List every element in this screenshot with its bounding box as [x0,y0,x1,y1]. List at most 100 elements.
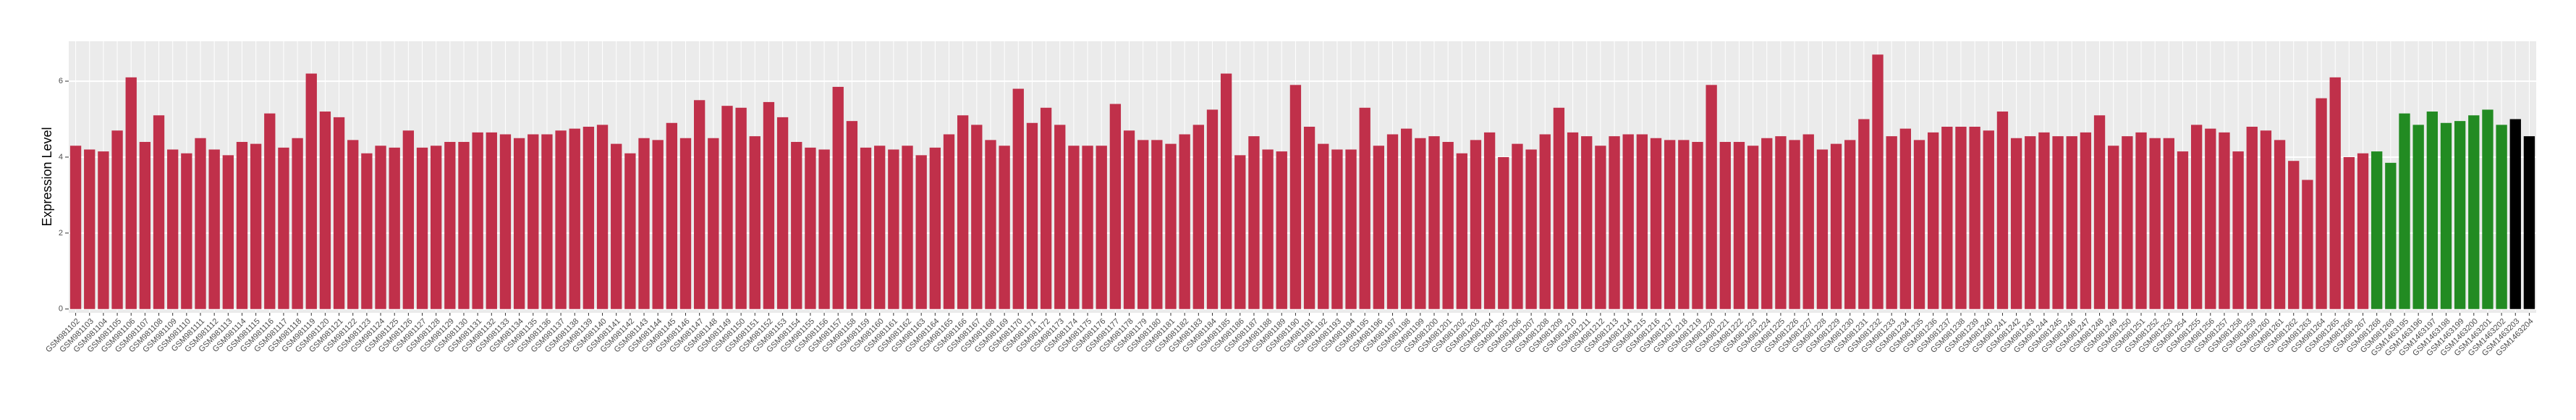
bar [1331,149,1343,309]
bar [1456,153,1467,309]
y-axis-title: Expression Level [40,127,54,226]
bar [402,130,415,309]
bar [1137,140,1149,309]
bar [1386,134,1399,309]
bar [1636,134,1648,309]
bar [1428,136,1440,309]
bar [1595,146,1606,309]
bar [1234,155,1246,309]
bar [1678,140,1690,309]
bar [1706,85,1717,309]
bar [1622,134,1634,309]
bar [1747,146,1759,309]
bar [1816,149,1829,309]
bar [1525,149,1537,309]
bar [2205,128,2216,309]
bar [735,107,747,309]
y-tick-label: 0 [59,305,63,314]
bar [2010,138,2022,309]
bar [1858,119,1870,309]
bar [1692,141,1703,309]
bar [1054,125,1066,309]
bar [84,149,96,309]
bar [1373,146,1385,309]
bar [1941,127,1953,309]
bar [791,141,802,309]
bar [1872,54,1884,309]
bar [486,132,497,309]
bar [2177,151,2189,309]
bar [2274,140,2286,309]
bar [2288,161,2300,309]
bar [985,140,996,309]
bar [2399,113,2410,309]
y-tick-label: 4 [59,153,63,161]
bar [2316,98,2327,309]
bar [2025,136,2036,309]
bar [971,125,983,309]
bar [2163,138,2174,309]
bar [167,149,179,309]
bar [569,128,580,309]
bar [1609,136,1620,309]
bar [596,125,609,309]
bar [513,138,525,309]
bar [1026,122,1038,309]
bar [1096,146,1107,309]
bar [2246,127,2258,309]
bar [888,149,899,309]
bar [292,138,303,309]
bar [1830,143,1842,309]
bar [1401,128,1412,309]
bar [2190,125,2203,309]
bar [1581,136,1593,309]
bar [1040,107,1052,309]
bar [1082,146,1093,309]
bar [2385,162,2397,309]
bar [153,115,165,309]
bar [818,149,830,309]
bar [957,115,969,309]
bar [278,147,289,309]
bar [1359,107,1370,309]
bar [1318,143,1329,309]
bar [2052,136,2064,309]
bar [2260,130,2272,309]
bar [2412,125,2424,309]
bar [2482,109,2494,309]
bar [2302,180,2313,309]
bar [222,155,234,309]
bar [1220,73,1232,309]
bar [458,141,470,309]
bar [708,138,719,309]
bar [98,151,109,309]
bar [444,141,456,309]
bar [416,147,428,309]
bar [2426,112,2438,309]
bar [1719,141,1731,309]
bar [1123,130,1135,309]
bar [2232,151,2244,309]
bar [666,122,678,309]
bar [1802,134,1814,309]
bar [250,143,262,309]
bar [1303,127,1315,309]
bar [472,132,483,309]
bar [1068,146,1080,309]
bar [1276,151,1287,309]
bar [195,138,206,309]
y-tick-label: 2 [59,229,63,238]
bar [611,143,622,309]
bar [1192,125,1204,309]
bar [541,134,553,309]
bar [749,136,760,309]
bar [1470,140,1482,309]
bar [499,134,512,309]
bar [2108,146,2119,309]
bar [1483,132,1496,309]
bar [638,138,650,309]
bar [679,138,692,309]
bar [2509,119,2521,309]
bar [1650,138,1662,309]
bar [1179,134,1190,309]
